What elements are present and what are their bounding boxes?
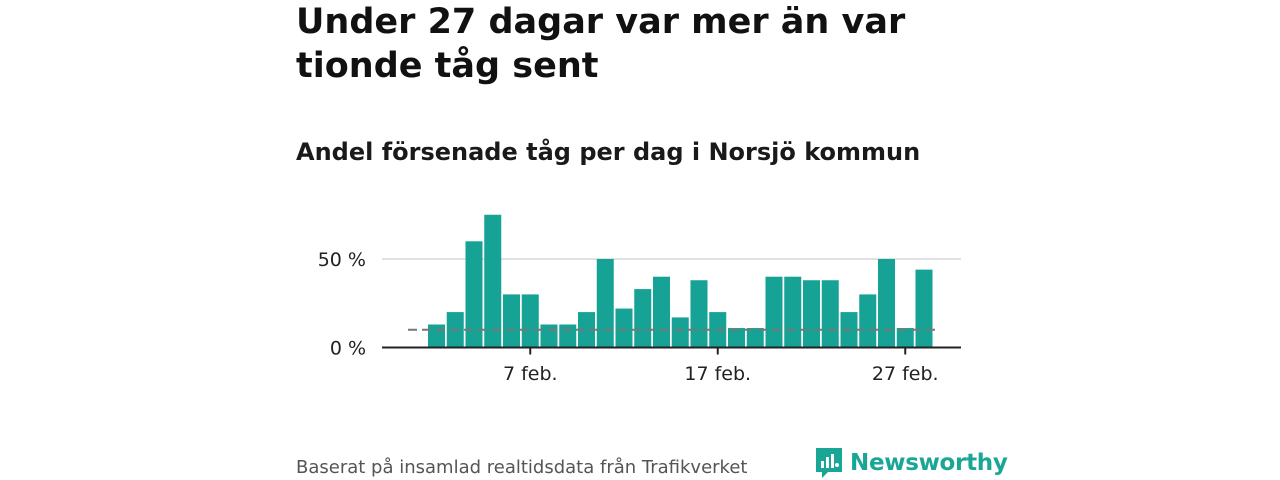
source-note: Baserat på insamlad realtidsdata från Tr… xyxy=(296,457,748,478)
bar-23 xyxy=(821,280,839,348)
bar-19 xyxy=(746,328,764,348)
bar-13 xyxy=(634,289,652,348)
chart-title: Under 27 dagar var mer än var tionde tåg… xyxy=(296,2,906,86)
x-tick-label: 27 feb. xyxy=(872,363,939,385)
bar-18 xyxy=(728,328,745,348)
bars xyxy=(428,214,933,348)
bar-6 xyxy=(503,294,520,348)
y-tick-label: 0 % xyxy=(330,338,366,360)
bar-26 xyxy=(878,259,895,348)
newsworthy-logo-icon xyxy=(816,448,842,478)
bar-21 xyxy=(784,276,802,348)
bar-8 xyxy=(540,324,558,348)
y-tick-label: 50 % xyxy=(318,249,366,271)
bar-4 xyxy=(465,241,483,348)
bar-7 xyxy=(521,294,539,348)
bar-27 xyxy=(896,328,914,348)
bar-5 xyxy=(484,214,502,348)
bar-25 xyxy=(859,294,877,348)
x-tick-label: 17 feb. xyxy=(684,363,751,385)
bar-28 xyxy=(915,269,933,348)
axes: 0 % 50 % 7 feb. 17 feb. 27 feb. xyxy=(318,249,961,385)
bar-20 xyxy=(765,276,783,348)
chart-subtitle: Andel försenade tåg per dag i Norsjö kom… xyxy=(296,138,921,166)
bar-11 xyxy=(596,259,614,348)
brand-logo: Newsworthy xyxy=(814,446,1008,480)
bar-22 xyxy=(803,280,820,348)
bar-16 xyxy=(690,280,708,348)
bar-2 xyxy=(428,324,445,348)
bar-14 xyxy=(653,276,670,348)
bar-chart: 0 % 50 % 7 feb. 17 feb. 27 feb. xyxy=(318,214,961,385)
bar-12 xyxy=(615,308,633,348)
bar-10 xyxy=(578,312,595,348)
bar-9 xyxy=(559,324,577,348)
bar-15 xyxy=(671,317,689,348)
brand-name: Newsworthy xyxy=(850,450,1008,476)
x-tick-label: 7 feb. xyxy=(503,363,558,385)
